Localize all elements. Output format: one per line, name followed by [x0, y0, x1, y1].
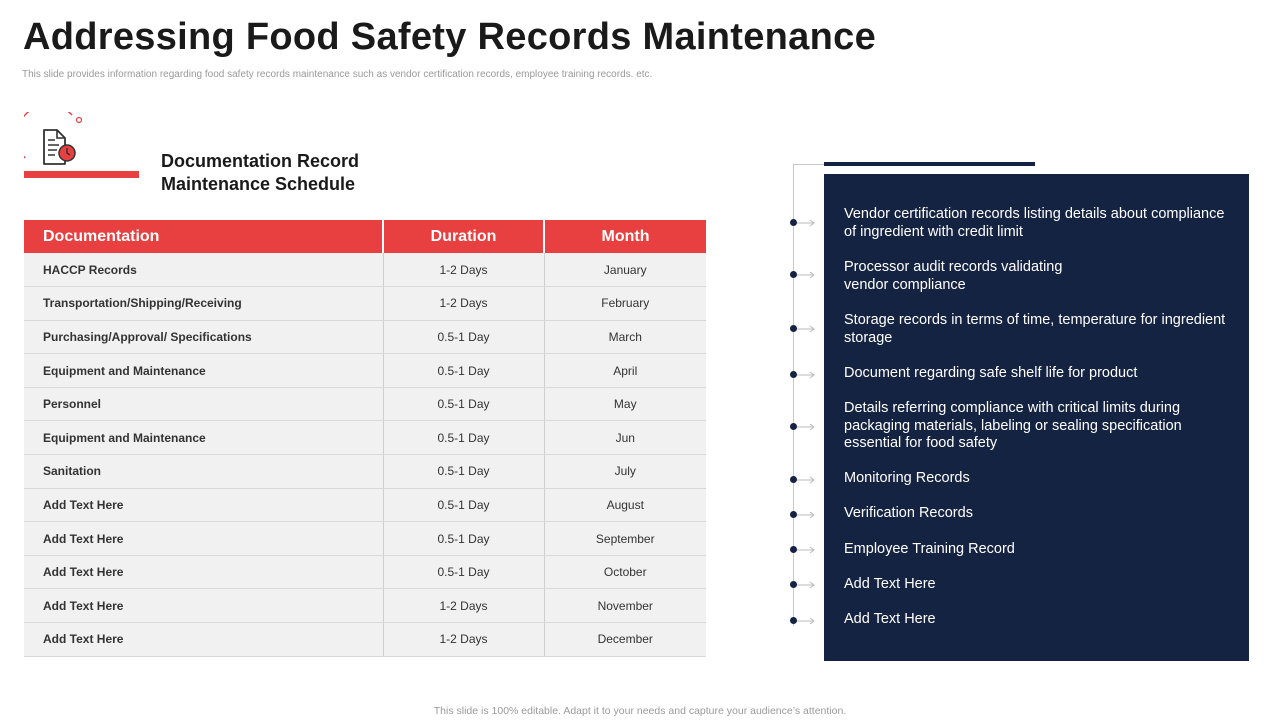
- table-body: HACCP Records 1-2 Days January Transport…: [24, 253, 706, 657]
- table-row: Sanitation 0.5-1 Day July: [24, 454, 706, 489]
- table-row: Add Text Here 1-2 Days November: [24, 588, 706, 624]
- section-heading: Documentation Record Maintenance Schedul…: [161, 150, 401, 196]
- arrow-right-icon: [797, 476, 815, 484]
- cell-documentation: Add Text Here: [24, 588, 384, 624]
- cell-documentation: Add Text Here: [24, 622, 384, 657]
- cell-duration: 0.5-1 Day: [383, 454, 545, 489]
- arrow-right-icon: [797, 371, 815, 379]
- cell-duration: 0.5-1 Day: [383, 555, 545, 590]
- timeline-dot: [790, 546, 797, 553]
- table-row: Equipment and Maintenance 0.5-1 Day Apri…: [24, 353, 706, 388]
- page-subtitle: This slide provides information regardin…: [22, 69, 653, 80]
- timeline-dot: [790, 476, 797, 483]
- section-heading-line1: Documentation Record: [161, 151, 360, 171]
- timeline-dot: [790, 617, 797, 624]
- record-item: Monitoring Records: [844, 470, 970, 486]
- cell-month: March: [544, 320, 706, 355]
- cell-documentation: Personnel: [24, 387, 384, 422]
- cell-duration: 1-2 Days: [383, 286, 545, 321]
- cell-duration: 0.5-1 Day: [383, 320, 545, 355]
- cell-documentation: Purchasing/Approval/ Specifications: [24, 320, 384, 355]
- cell-documentation: Sanitation: [24, 454, 384, 489]
- cell-month: January: [544, 253, 706, 288]
- record-item: Verification Records: [844, 505, 973, 521]
- record-item: Document regarding safe shelf life for p…: [844, 365, 1138, 381]
- record-item: Employee Training Record: [844, 541, 1015, 557]
- cell-documentation: Add Text Here: [24, 555, 384, 590]
- cell-month: May: [544, 387, 706, 422]
- timeline-top-bar: [824, 162, 1035, 166]
- record-item: Storage records in terms of time, temper…: [844, 312, 1226, 346]
- cell-month: April: [544, 353, 706, 388]
- table-row: Transportation/Shipping/Receiving 1-2 Da…: [24, 286, 706, 321]
- section-heading-line2: Maintenance Schedule: [161, 174, 356, 194]
- record-item: Vendor certification records listing det…: [844, 206, 1225, 240]
- column-header-month: Month: [544, 220, 706, 253]
- cell-duration: 1-2 Days: [383, 622, 545, 657]
- cell-month: July: [544, 454, 706, 489]
- table-row: Purchasing/Approval/ Specifications 0.5-…: [24, 320, 706, 355]
- cell-month: November: [544, 588, 706, 624]
- cell-month: September: [544, 521, 706, 556]
- table-header-row: Documentation Duration Month: [24, 220, 706, 253]
- arrow-right-icon: [797, 546, 815, 554]
- cell-month: October: [544, 555, 706, 590]
- cell-month: Jun: [544, 420, 706, 456]
- page-title: Addressing Food Safety Records Maintenan…: [23, 16, 876, 58]
- records-panel: [824, 174, 1249, 661]
- record-item: Add Text Here: [844, 576, 936, 592]
- column-header-duration: Duration: [383, 220, 545, 253]
- table-row: HACCP Records 1-2 Days January: [24, 253, 706, 288]
- cell-month: February: [544, 286, 706, 321]
- timeline-dot: [790, 511, 797, 518]
- maintenance-schedule-table: Documentation Duration Month HACCP Recor…: [24, 220, 706, 657]
- column-header-documentation: Documentation: [24, 220, 384, 253]
- cell-duration: 1-2 Days: [383, 253, 545, 288]
- timeline-dot: [790, 325, 797, 332]
- cell-documentation: Add Text Here: [24, 488, 384, 523]
- timeline-dot: [790, 219, 797, 226]
- table-row: Add Text Here 1-2 Days December: [24, 622, 706, 657]
- icon-underline-bar: [24, 171, 139, 178]
- table-row: Add Text Here 0.5-1 Day September: [24, 521, 706, 556]
- table-row: Equipment and Maintenance 0.5-1 Day Jun: [24, 420, 706, 456]
- arrow-right-icon: [797, 271, 815, 279]
- cell-duration: 0.5-1 Day: [383, 488, 545, 523]
- footer-note: This slide is 100% editable. Adapt it to…: [433, 705, 847, 717]
- arrow-right-icon: [797, 581, 815, 589]
- arrow-right-icon: [797, 219, 815, 227]
- timeline-dot: [790, 423, 797, 430]
- cell-month: December: [544, 622, 706, 657]
- timeline-top-connector: [793, 164, 824, 165]
- timeline-dot: [790, 271, 797, 278]
- timeline-dot: [790, 371, 797, 378]
- cell-duration: 0.5-1 Day: [383, 387, 545, 422]
- document-clock-icon: [24, 112, 140, 180]
- table-row: Add Text Here 0.5-1 Day August: [24, 488, 706, 523]
- cell-duration: 0.5-1 Day: [383, 353, 545, 388]
- cell-duration: 0.5-1 Day: [383, 521, 545, 556]
- cell-documentation: Equipment and Maintenance: [24, 353, 384, 388]
- arrow-right-icon: [797, 617, 815, 625]
- arrow-right-icon: [797, 511, 815, 519]
- record-item: Add Text Here: [844, 611, 936, 627]
- table-row: Personnel 0.5-1 Day May: [24, 387, 706, 422]
- record-item: Details referring compliance with critic…: [844, 400, 1182, 451]
- cell-month: August: [544, 488, 706, 523]
- timeline-vertical-line: [793, 164, 794, 626]
- cell-documentation: HACCP Records: [24, 253, 384, 288]
- cell-duration: 0.5-1 Day: [383, 420, 545, 456]
- cell-documentation: Add Text Here: [24, 521, 384, 556]
- timeline-dot: [790, 581, 797, 588]
- cell-documentation: Transportation/Shipping/Receiving: [24, 286, 384, 321]
- cell-duration: 1-2 Days: [383, 588, 545, 624]
- table-row: Add Text Here 0.5-1 Day October: [24, 555, 706, 590]
- arrow-right-icon: [797, 423, 815, 431]
- record-item: Processor audit records validating vendo…: [844, 259, 1063, 293]
- cell-documentation: Equipment and Maintenance: [24, 420, 384, 456]
- arrow-right-icon: [797, 325, 815, 333]
